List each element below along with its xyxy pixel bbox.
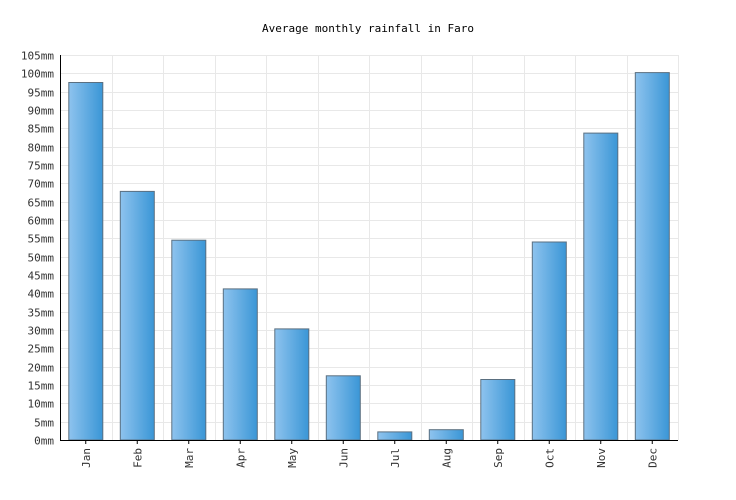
- x-tick-label: Feb: [131, 448, 144, 468]
- y-tick-label: 80mm: [28, 142, 55, 155]
- y-tick-label: 60mm: [28, 215, 55, 228]
- x-tick-label: Dec: [646, 448, 659, 468]
- bar-may: [274, 328, 310, 441]
- bar-apr: [222, 288, 258, 441]
- y-tick-label: 95mm: [28, 87, 55, 100]
- y-tick-label: 75mm: [28, 160, 55, 173]
- x-tick-label: Jul: [389, 448, 402, 468]
- x-tick-label: Oct: [543, 448, 556, 468]
- bar-oct: [531, 241, 567, 441]
- bar-sep: [480, 379, 516, 441]
- y-tick-label: 100mm: [21, 68, 54, 81]
- x-axis-ticks: Jan Feb Mar Apr May Jun Jul Aug Sep Oct Nov Dec: [80, 440, 659, 468]
- y-tick-label: 105mm: [21, 50, 54, 63]
- bar-feb: [119, 190, 155, 441]
- x-tick-label: Jun: [337, 448, 350, 468]
- x-tick-label: May: [286, 448, 299, 468]
- y-tick-label: 45mm: [28, 270, 55, 283]
- bar-jan: [68, 82, 104, 441]
- y-tick-label: 5mm: [34, 417, 54, 430]
- y-tick-label: 20mm: [28, 362, 55, 375]
- y-tick-label: 50mm: [28, 252, 55, 265]
- bar-jun: [325, 375, 361, 441]
- y-tick-label: 25mm: [28, 343, 55, 356]
- axes: [60, 55, 678, 441]
- bar-mar: [171, 239, 207, 441]
- x-tick-label: Jan: [80, 448, 93, 468]
- bars: [68, 72, 670, 441]
- y-tick-label: 15mm: [28, 380, 55, 393]
- x-tick-label: Mar: [183, 448, 196, 468]
- y-tick-label: 40mm: [28, 288, 55, 301]
- x-tick-label: Nov: [595, 448, 608, 468]
- chart-title: Average monthly rainfall in Faro: [262, 22, 474, 35]
- x-tick-label: Apr: [234, 448, 247, 468]
- bar-nov: [583, 132, 619, 441]
- y-tick-label: 85mm: [28, 123, 55, 136]
- y-axis-ticks: 0mm 5mm 10mm 15mm 20mm 25mm 30mm 35mm 40mm 45mm 50…: [21, 50, 54, 448]
- y-tick-label: 35mm: [28, 307, 55, 320]
- bar-jul: [377, 431, 413, 441]
- y-tick-label: 10mm: [28, 398, 55, 411]
- grid: [60, 55, 679, 440]
- y-tick-label: 0mm: [34, 435, 54, 448]
- x-tick-label: Sep: [492, 448, 505, 468]
- y-tick-label: 90mm: [28, 105, 55, 118]
- bar-aug: [428, 429, 464, 441]
- y-tick-label: 30mm: [28, 325, 55, 338]
- bar-dec: [634, 72, 670, 441]
- x-tick-label: Aug: [440, 448, 453, 468]
- y-tick-label: 70mm: [28, 178, 55, 191]
- y-tick-label: 55mm: [28, 233, 55, 246]
- y-tick-label: 65mm: [28, 197, 55, 210]
